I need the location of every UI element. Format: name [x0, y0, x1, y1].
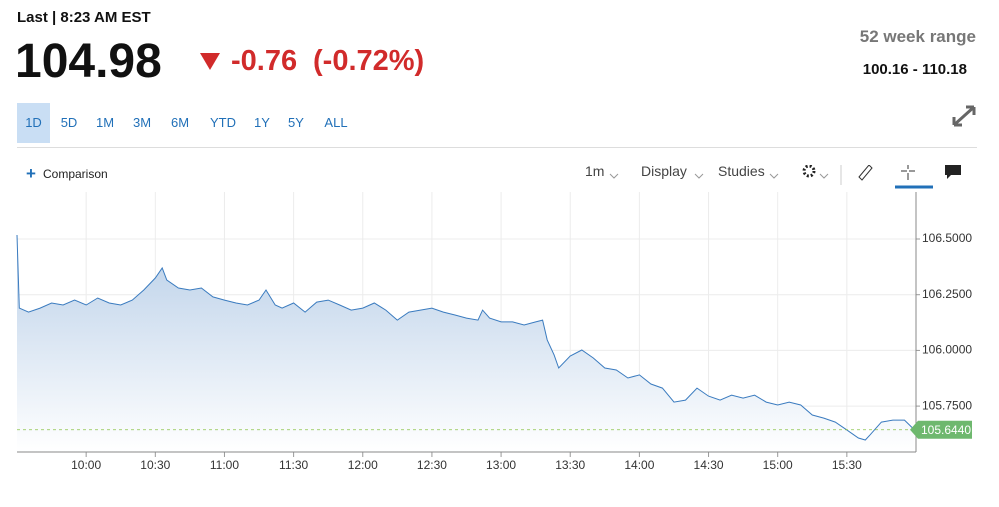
- x-tick-label: 11:00: [210, 458, 239, 472]
- y-tick-label: 106.0000: [922, 343, 972, 357]
- x-tick-label: 12:30: [417, 458, 447, 472]
- change-pct: (-0.72%): [313, 45, 425, 77]
- range-tab[interactable]: ALL: [324, 115, 348, 130]
- range-tab[interactable]: 1M: [95, 115, 115, 130]
- range-tab[interactable]: 1Y: [254, 115, 270, 130]
- range-value: 100.16 - 110.18: [862, 61, 967, 78]
- last-label: Last | 8:23 AM EST: [17, 9, 151, 26]
- interval-select[interactable]: 1m: [585, 163, 605, 179]
- x-tick-label: 14:00: [624, 458, 654, 472]
- x-tick-label: 14:30: [694, 458, 724, 472]
- divider: [17, 147, 977, 148]
- range-tab[interactable]: YTD: [210, 115, 236, 130]
- area: [17, 235, 914, 452]
- y-tick-label: 105.7500: [922, 398, 972, 412]
- range-tab[interactable]: 6M: [170, 115, 190, 130]
- studies-menu[interactable]: Studies: [718, 163, 765, 179]
- x-tick-label: 13:30: [555, 458, 585, 472]
- down-arrow: [200, 53, 220, 70]
- range-title: 52 week range: [859, 27, 976, 46]
- toolbar-icons: [609, 165, 961, 189]
- range-tab[interactable]: 1D: [17, 103, 50, 143]
- change: -0.76: [231, 45, 298, 77]
- range-tab[interactable]: 5D: [60, 115, 78, 130]
- x-tick-label: 15:30: [832, 458, 862, 472]
- price-line: [16, 234, 915, 441]
- display-menu[interactable]: Display: [641, 163, 687, 179]
- plus-icon: +: [26, 164, 36, 183]
- range-tab[interactable]: 3M: [132, 115, 152, 130]
- y-tick-label: 106.5000: [922, 231, 972, 245]
- x-tick-label: 13:00: [486, 458, 516, 472]
- price: 104.98: [15, 35, 162, 88]
- x-tick-label: 10:00: [71, 458, 101, 472]
- last-value-label: 105.6440: [921, 423, 971, 437]
- comparison-button[interactable]: Comparison: [43, 167, 108, 181]
- last-value-tag: [910, 420, 972, 439]
- x-tick-label: 11:30: [279, 458, 308, 472]
- x-tick-label: 15:00: [763, 458, 793, 472]
- y-tick-label: 106.2500: [922, 287, 972, 301]
- x-tick-label: 12:00: [348, 458, 378, 472]
- x-tick-label: 10:30: [140, 458, 170, 472]
- range-tab[interactable]: 5Y: [288, 115, 304, 130]
- expand-icon[interactable]: [950, 103, 978, 129]
